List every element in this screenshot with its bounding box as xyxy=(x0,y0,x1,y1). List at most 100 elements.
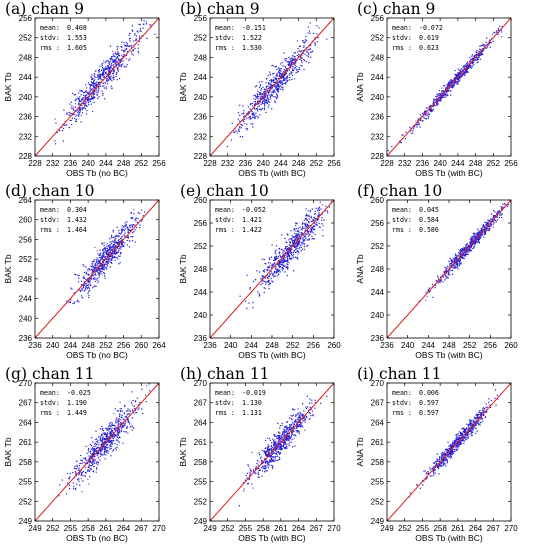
scatter-point xyxy=(137,408,139,410)
scatter-point xyxy=(115,249,117,251)
scatter-point xyxy=(293,59,295,61)
y-tick-label: 240 xyxy=(19,93,33,102)
scatter-point xyxy=(91,88,93,90)
scatter-point xyxy=(464,74,466,77)
x-tick-label: 256 xyxy=(327,159,341,168)
scatter-point xyxy=(249,118,251,120)
scatter-point xyxy=(307,26,309,28)
stat-value: 1.522 xyxy=(242,34,262,42)
scatter-point xyxy=(444,89,447,91)
scatter-point xyxy=(112,246,114,249)
scatter-point xyxy=(95,70,97,72)
scatter-point xyxy=(144,394,147,396)
scatter-point xyxy=(425,291,427,293)
scatter-point xyxy=(107,427,109,429)
scatter-point xyxy=(109,243,111,246)
panel-3: (c) chan 9228228232232236236240240244244… xyxy=(355,0,518,178)
scatter-point xyxy=(82,264,84,266)
scatter-point xyxy=(119,61,122,64)
y-tick-label: 244 xyxy=(371,73,385,82)
scatter-point xyxy=(95,443,98,445)
scatter-point xyxy=(105,247,107,249)
scatter-point xyxy=(97,86,99,88)
scatter-point xyxy=(454,259,456,261)
scatter-point xyxy=(243,116,245,118)
scatter-point xyxy=(117,426,119,428)
y-tick-label: 264 xyxy=(19,418,33,427)
scatter-point xyxy=(98,264,100,266)
scatter-point xyxy=(113,252,115,254)
scatter-point xyxy=(87,102,90,104)
panel-title: (a) chan 9 xyxy=(5,0,84,18)
scatter-point xyxy=(89,450,92,452)
scatter-point xyxy=(110,440,112,442)
scatter-point xyxy=(76,460,78,462)
scatter-point xyxy=(116,79,118,81)
scatter-point xyxy=(112,241,115,243)
scatter-point xyxy=(281,264,283,266)
scatter-point xyxy=(498,210,501,212)
scatter-point xyxy=(280,75,282,77)
scatter-point xyxy=(465,251,467,253)
scatter-point xyxy=(112,449,115,451)
scatter-point xyxy=(436,93,439,95)
scatter-point xyxy=(502,203,504,205)
scatter-point xyxy=(308,48,311,51)
scatter-point xyxy=(85,113,88,115)
scatter-point xyxy=(69,115,71,117)
scatter-point xyxy=(106,83,109,85)
scatter-point xyxy=(263,287,265,289)
x-tick-label: 264 xyxy=(152,341,166,350)
scatter-point xyxy=(121,416,123,419)
scatter-point xyxy=(472,61,474,64)
scatter-point xyxy=(129,37,131,39)
scatter-point xyxy=(108,67,110,69)
scatter-point xyxy=(454,265,456,267)
scatter-point xyxy=(277,257,279,259)
scatter-point xyxy=(458,263,460,265)
scatter-point xyxy=(74,99,77,101)
scatter-point xyxy=(111,235,113,237)
scatter-point xyxy=(120,411,122,413)
y-tick-label: 240 xyxy=(194,93,208,102)
scatter-point xyxy=(117,428,119,430)
scatter-point xyxy=(68,478,70,480)
stat-value: 0.584 xyxy=(419,216,439,224)
scatter-point xyxy=(446,85,448,87)
scatter-point xyxy=(97,439,99,442)
scatter-point xyxy=(106,251,109,253)
scatter-point xyxy=(109,439,111,441)
stat-value: -0.151 xyxy=(242,24,266,32)
scatter-point xyxy=(104,447,106,449)
scatter-point xyxy=(99,451,101,453)
scatter-point xyxy=(252,102,254,105)
scatter-point xyxy=(93,83,96,85)
scatter-point xyxy=(97,74,99,76)
scatter-point xyxy=(261,278,263,280)
scatter-point xyxy=(127,409,129,412)
scatter-point xyxy=(118,55,121,57)
scatter-point xyxy=(77,299,79,301)
scatter-point xyxy=(453,260,456,262)
scatter-point xyxy=(102,430,105,432)
x-tick-label: 256 xyxy=(504,159,518,168)
scatter-point xyxy=(455,263,457,266)
scatter-point xyxy=(284,252,286,254)
scatter-point xyxy=(289,258,291,260)
scatter-point xyxy=(105,437,107,439)
scatter-point xyxy=(458,72,460,74)
scatter-point xyxy=(101,265,103,267)
scatter-point xyxy=(479,54,481,56)
scatter-point xyxy=(250,117,252,119)
scatter-point xyxy=(493,218,495,221)
scatter-point xyxy=(122,56,124,58)
scatter-point xyxy=(257,291,259,293)
scatter-point xyxy=(286,75,288,77)
scatter-point xyxy=(116,246,119,249)
scatter-point xyxy=(121,225,123,227)
scatter-point xyxy=(289,76,291,79)
stat-value: 1.190 xyxy=(67,399,87,407)
scatter-point xyxy=(103,254,105,256)
scatter-point xyxy=(289,67,291,69)
scatter-point xyxy=(246,117,248,119)
